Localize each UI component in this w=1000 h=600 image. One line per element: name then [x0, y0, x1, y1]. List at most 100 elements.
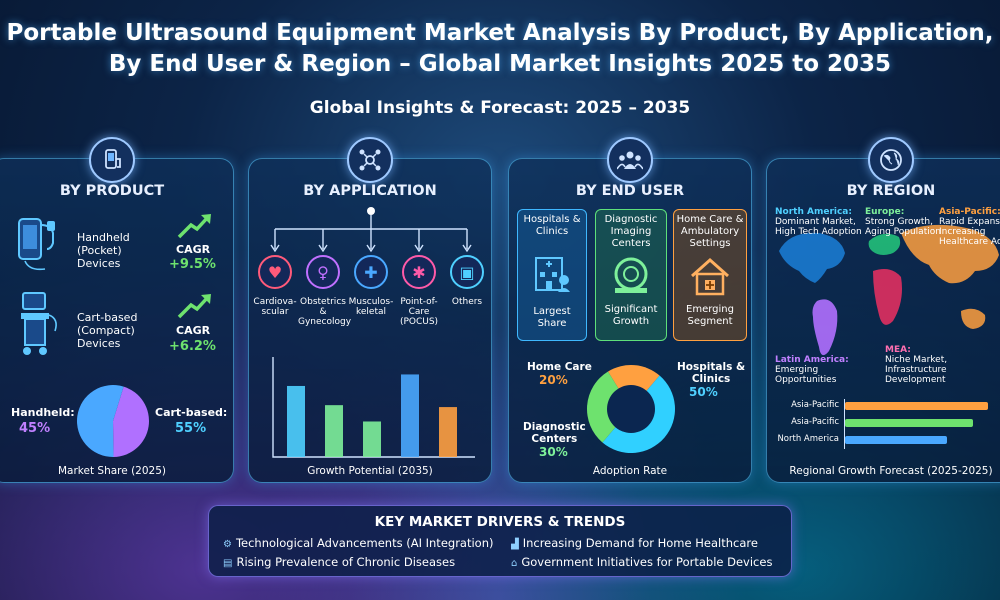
growth-bar: [325, 405, 343, 457]
title-line-2: By End User & Region – Global Market Ins…: [108, 51, 892, 77]
imaging-centers-note: Significant Growth: [604, 304, 658, 327]
monitor-icon: ▣: [450, 255, 484, 289]
handheld-cagr-value: +9.5%: [169, 257, 216, 272]
asia-pacific-desc: Rapid Expansion, Increasing Healthcare A…: [939, 217, 1000, 247]
scanner-icon: [609, 256, 653, 300]
region-bar-label: Asia-Pacific: [791, 400, 839, 410]
region-caption: Regional Growth Forecast (2025-2025): [789, 465, 993, 477]
product-title: BY PRODUCT: [59, 183, 165, 199]
gear-icon: ⚙: [223, 539, 232, 550]
region-card: BY REGION North America: Dominant Market…: [766, 137, 1000, 483]
driver-text: Technological Advancements (AI Integrati…: [235, 536, 494, 550]
handheld-ultrasound-icon: [89, 137, 135, 183]
key-drivers-panel: KEY MARKET DRIVERS & TRENDS ⚙ Technologic…: [208, 505, 792, 577]
share-handheld-value: 45%: [19, 421, 51, 436]
mea-info: MEA: Niche Market, Infrastructure Develo…: [885, 345, 947, 385]
region-bar-row: North America: [773, 433, 1000, 447]
growth-bar: [401, 374, 419, 457]
product-card: BY PRODUCT Handheld (Pocket) Devices CAG…: [0, 137, 234, 483]
mea-desc: Niche Market, Infrastructure Development: [885, 355, 948, 385]
chart-icon: ▟: [511, 539, 519, 550]
globe-icon: [868, 137, 914, 183]
cart-device-icon: [17, 291, 65, 361]
donut-home-care-value: 20%: [539, 373, 568, 387]
driver-item: ▤ Rising Prevalence of Chronic Diseases: [223, 555, 455, 569]
donut-hospitals-label: Hospitals & Clinics: [677, 361, 746, 385]
page-title: Portable Ultrasound Equipment Market Ana…: [0, 18, 1000, 80]
application-label: Cardiova- scular: [253, 297, 297, 317]
application-card: BY APPLICATION ♥ Cardiova- scular ♀ Obstetr…: [248, 137, 492, 483]
adoption-rate-donut: [587, 365, 675, 453]
handheld-label: Handheld (Pocket) Devices: [77, 231, 130, 270]
donut-home-care-label: Home Care: [527, 361, 592, 373]
north-america-info: North America: Dominant Market, High Tec…: [775, 207, 862, 237]
region-bar-row: Asia-Pacific: [773, 416, 1000, 430]
title-line-1: Portable Ultrasound Equipment Market Ana…: [6, 20, 994, 46]
donut-diagnostic-label: Diagnostic Centers: [523, 421, 586, 445]
hospitals-name: Hospitals & Clinics: [523, 214, 581, 237]
end-user-caption: Adoption Rate: [592, 465, 668, 477]
handheld-device-icon: [17, 215, 61, 277]
hospitals-note: Largest Share: [533, 306, 571, 329]
pie-slice-cart-based: [77, 385, 124, 457]
end-user-title: BY END USER: [575, 183, 685, 199]
latin-america-desc: Emerging Opportunities: [775, 365, 837, 385]
application-tree-connector: [270, 207, 472, 253]
regional-growth-bars: Asia-Pacific Asia-Pacific North America: [773, 399, 1000, 451]
application-label: Obstetrics & Gynecology: [298, 297, 352, 327]
donut-hole: [607, 385, 655, 433]
hospitals-box: Hospitals & Clinics Largest Share: [517, 209, 587, 341]
drivers-title: KEY MARKET DRIVERS & TRENDS: [374, 514, 626, 530]
application-title: BY APPLICATION: [303, 183, 437, 199]
share-cart-label: Cart-based:: [155, 406, 228, 419]
growth-potential-chart: [272, 357, 475, 458]
bone-joint-icon: ✚: [354, 255, 388, 289]
page-subtitle: Global Insights & Forecast: 2025 – 2035: [309, 98, 691, 118]
region-bar: [845, 419, 973, 427]
end-user-card: BY END USER Hospitals & Clinics Largest …: [508, 137, 752, 483]
product-caption: Market Share (2025): [58, 465, 166, 477]
driver-item: ▟ Increasing Demand for Home Healthcare: [511, 536, 758, 550]
donut-diagnostic-value: 30%: [539, 445, 568, 459]
imaging-centers-box: Diagnostic Imaging Centers Significant G…: [595, 209, 667, 341]
growth-bar: [287, 385, 305, 457]
cart-label: Cart-based (Compact) Devices: [77, 311, 138, 350]
region-title: BY REGION: [846, 183, 936, 199]
pie-slice-handheld: [113, 386, 149, 457]
donut-hospitals-value: 50%: [689, 385, 718, 399]
home-care-box: Home Care & Ambulatory Settings Emerging…: [673, 209, 747, 341]
home-care-name: Home Care & Ambulatory Settings: [676, 214, 744, 249]
driver-text: Increasing Demand for Home Healthcare: [522, 536, 758, 550]
network-icon: [347, 137, 393, 183]
asia-pacific-name: Asia-Pacific:: [939, 207, 1000, 217]
building-icon: ⌂: [511, 558, 518, 569]
region-bar-label: Asia-Pacific: [791, 417, 839, 427]
growth-arrow-icon: [177, 291, 213, 323]
latin-america-info: Latin America: Emerging Opportunities: [775, 355, 849, 385]
imaging-centers-name: Diagnostic Imaging Centers: [604, 214, 658, 249]
cart-cagr-value: +6.2%: [169, 339, 216, 354]
region-bar-axis: [844, 399, 845, 449]
handheld-cagr-label: CAGR: [176, 243, 211, 256]
europe-name: Europe:: [865, 207, 905, 217]
hospital-icon: [532, 248, 572, 298]
north-america-desc: Dominant Market, High Tech Adoption: [775, 217, 862, 237]
application-label: Others: [451, 297, 483, 307]
share-handheld-label: Handheld:: [11, 406, 75, 419]
region-bar-label: North America: [777, 434, 839, 444]
growth-arrow-icon: [177, 211, 213, 243]
medical-star-icon: ✱: [402, 255, 436, 289]
application-caption: Growth Potential (2035): [307, 465, 433, 477]
world-map: [779, 224, 999, 356]
driver-item: ⌂ Government Initiatives for Portable Dev…: [511, 555, 772, 569]
growth-bar: [363, 421, 381, 457]
driver-item: ⚙ Technological Advancements (AI Integrat…: [223, 536, 493, 550]
pregnancy-icon: ♀: [306, 255, 340, 289]
driver-text: Rising Prevalence of Chronic Diseases: [236, 555, 456, 569]
mea-name: MEA:: [885, 345, 911, 355]
growth-bar: [439, 407, 457, 457]
europe-desc: Strong Growth, Aging Population: [865, 217, 941, 237]
region-bar: [845, 402, 988, 410]
cart-cagr-label: CAGR: [176, 324, 211, 337]
application-label: Point-of- Care (POCUS): [399, 297, 439, 327]
